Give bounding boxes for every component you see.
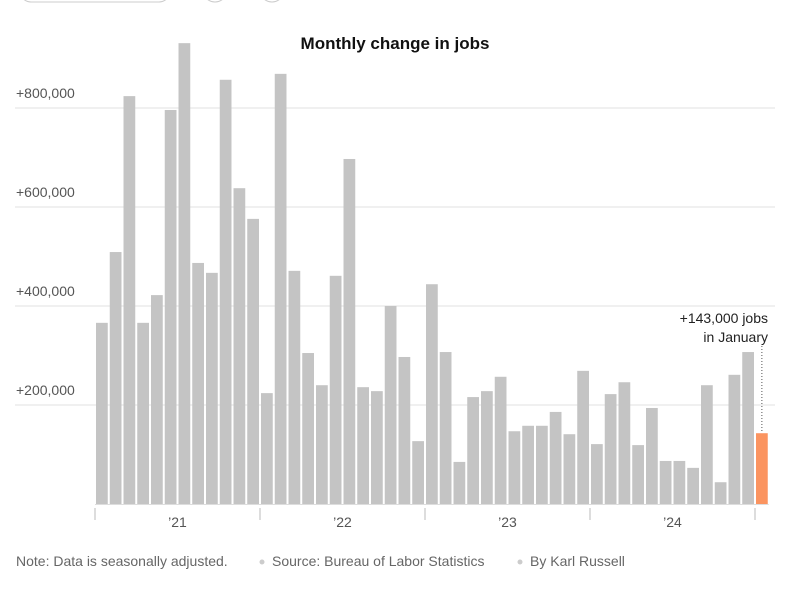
x-tick-label: ’22 bbox=[333, 514, 352, 530]
bar bbox=[274, 73, 287, 504]
bar bbox=[151, 295, 163, 504]
bar bbox=[453, 461, 466, 504]
button[interactable] bbox=[203, 0, 227, 3]
y-tick-label: +400,000 bbox=[16, 283, 75, 299]
bar bbox=[219, 79, 232, 504]
button[interactable] bbox=[260, 0, 284, 3]
bar bbox=[494, 376, 507, 504]
y-tick-label: +800,000 bbox=[16, 85, 75, 101]
bar bbox=[288, 270, 301, 504]
annotation: in January bbox=[703, 329, 768, 345]
bar bbox=[756, 433, 768, 504]
bar bbox=[714, 482, 727, 504]
bar bbox=[742, 352, 754, 504]
note: Note: Data is seasonally adjusted. bbox=[16, 553, 228, 569]
bar bbox=[687, 467, 699, 504]
separator bbox=[517, 559, 523, 565]
bar bbox=[123, 96, 136, 505]
bar bbox=[439, 352, 452, 504]
bar bbox=[591, 444, 603, 504]
chart-title: Monthly change in jobs bbox=[301, 34, 490, 53]
bar bbox=[632, 445, 644, 504]
bar bbox=[233, 188, 246, 504]
bar bbox=[96, 322, 108, 504]
bar bbox=[701, 385, 713, 504]
bar bbox=[343, 158, 356, 505]
y-tick-label: +200,000 bbox=[16, 382, 75, 398]
x-tick-label: ’24 bbox=[663, 514, 682, 530]
bar bbox=[426, 284, 438, 504]
bar bbox=[164, 109, 177, 504]
bar bbox=[178, 43, 191, 504]
bar bbox=[728, 374, 741, 504]
bar bbox=[398, 356, 411, 504]
bar bbox=[192, 262, 204, 504]
bar bbox=[371, 391, 383, 504]
bar bbox=[109, 252, 122, 504]
bar bbox=[646, 407, 658, 504]
x-tick-label: ’21 bbox=[168, 514, 187, 530]
bar bbox=[673, 460, 686, 504]
bar bbox=[412, 441, 424, 504]
x-tick-label: ’23 bbox=[498, 514, 517, 530]
bar bbox=[302, 353, 314, 504]
bar bbox=[508, 431, 521, 504]
bar bbox=[261, 393, 273, 504]
bar bbox=[316, 385, 328, 504]
source: Source: Bureau of Labor Statistics bbox=[272, 553, 484, 569]
bar bbox=[357, 387, 369, 504]
bar bbox=[522, 425, 534, 504]
bar bbox=[247, 218, 259, 504]
bar bbox=[137, 322, 149, 504]
bar bbox=[549, 411, 562, 504]
bar bbox=[384, 306, 397, 504]
button[interactable] bbox=[20, 0, 170, 3]
bar bbox=[481, 391, 493, 504]
bar bbox=[659, 460, 672, 504]
byline: By Karl Russell bbox=[530, 553, 625, 569]
bar bbox=[577, 370, 589, 504]
annotation: +143,000 jobs bbox=[680, 310, 768, 326]
bar bbox=[329, 275, 342, 504]
bar bbox=[206, 272, 218, 504]
y-tick-label: +600,000 bbox=[16, 184, 75, 200]
bar bbox=[604, 394, 617, 504]
bar bbox=[467, 397, 479, 504]
bar bbox=[618, 382, 631, 504]
bar bbox=[563, 434, 576, 504]
bar bbox=[536, 425, 548, 504]
separator bbox=[259, 559, 265, 565]
